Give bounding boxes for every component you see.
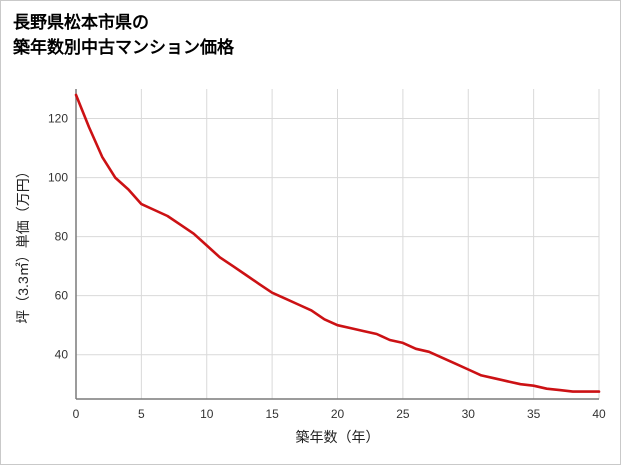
x-axis-label: 築年数（年） bbox=[295, 429, 380, 445]
x-tick-label: 25 bbox=[396, 407, 410, 421]
x-tick-label: 40 bbox=[592, 407, 606, 421]
price-line-series bbox=[74, 93, 601, 393]
x-tick-label: 5 bbox=[138, 407, 145, 421]
y-axis-label: 坪（3.3㎡）単価（万円） bbox=[15, 164, 31, 324]
x-tick-label: 35 bbox=[527, 407, 541, 421]
y-tick-label: 60 bbox=[55, 289, 69, 303]
y-tick-label: 40 bbox=[55, 348, 69, 362]
x-tick-label: 30 bbox=[462, 407, 476, 421]
y-tick-label: 100 bbox=[48, 171, 68, 185]
x-tick-label: 0 bbox=[73, 407, 80, 421]
y-tick-label: 120 bbox=[48, 112, 68, 126]
x-tick-label: 10 bbox=[200, 407, 214, 421]
chart-title: 長野県松本市県の築年数別中古マンション価格 bbox=[13, 11, 234, 60]
x-tick-label: 20 bbox=[331, 407, 345, 421]
chart-title-line1: 長野県松本市県の bbox=[13, 13, 149, 32]
y-tick-label: 80 bbox=[55, 230, 69, 244]
chart-title-line2: 築年数別中古マンション価格 bbox=[13, 37, 234, 57]
x-tick-label: 15 bbox=[265, 407, 279, 421]
